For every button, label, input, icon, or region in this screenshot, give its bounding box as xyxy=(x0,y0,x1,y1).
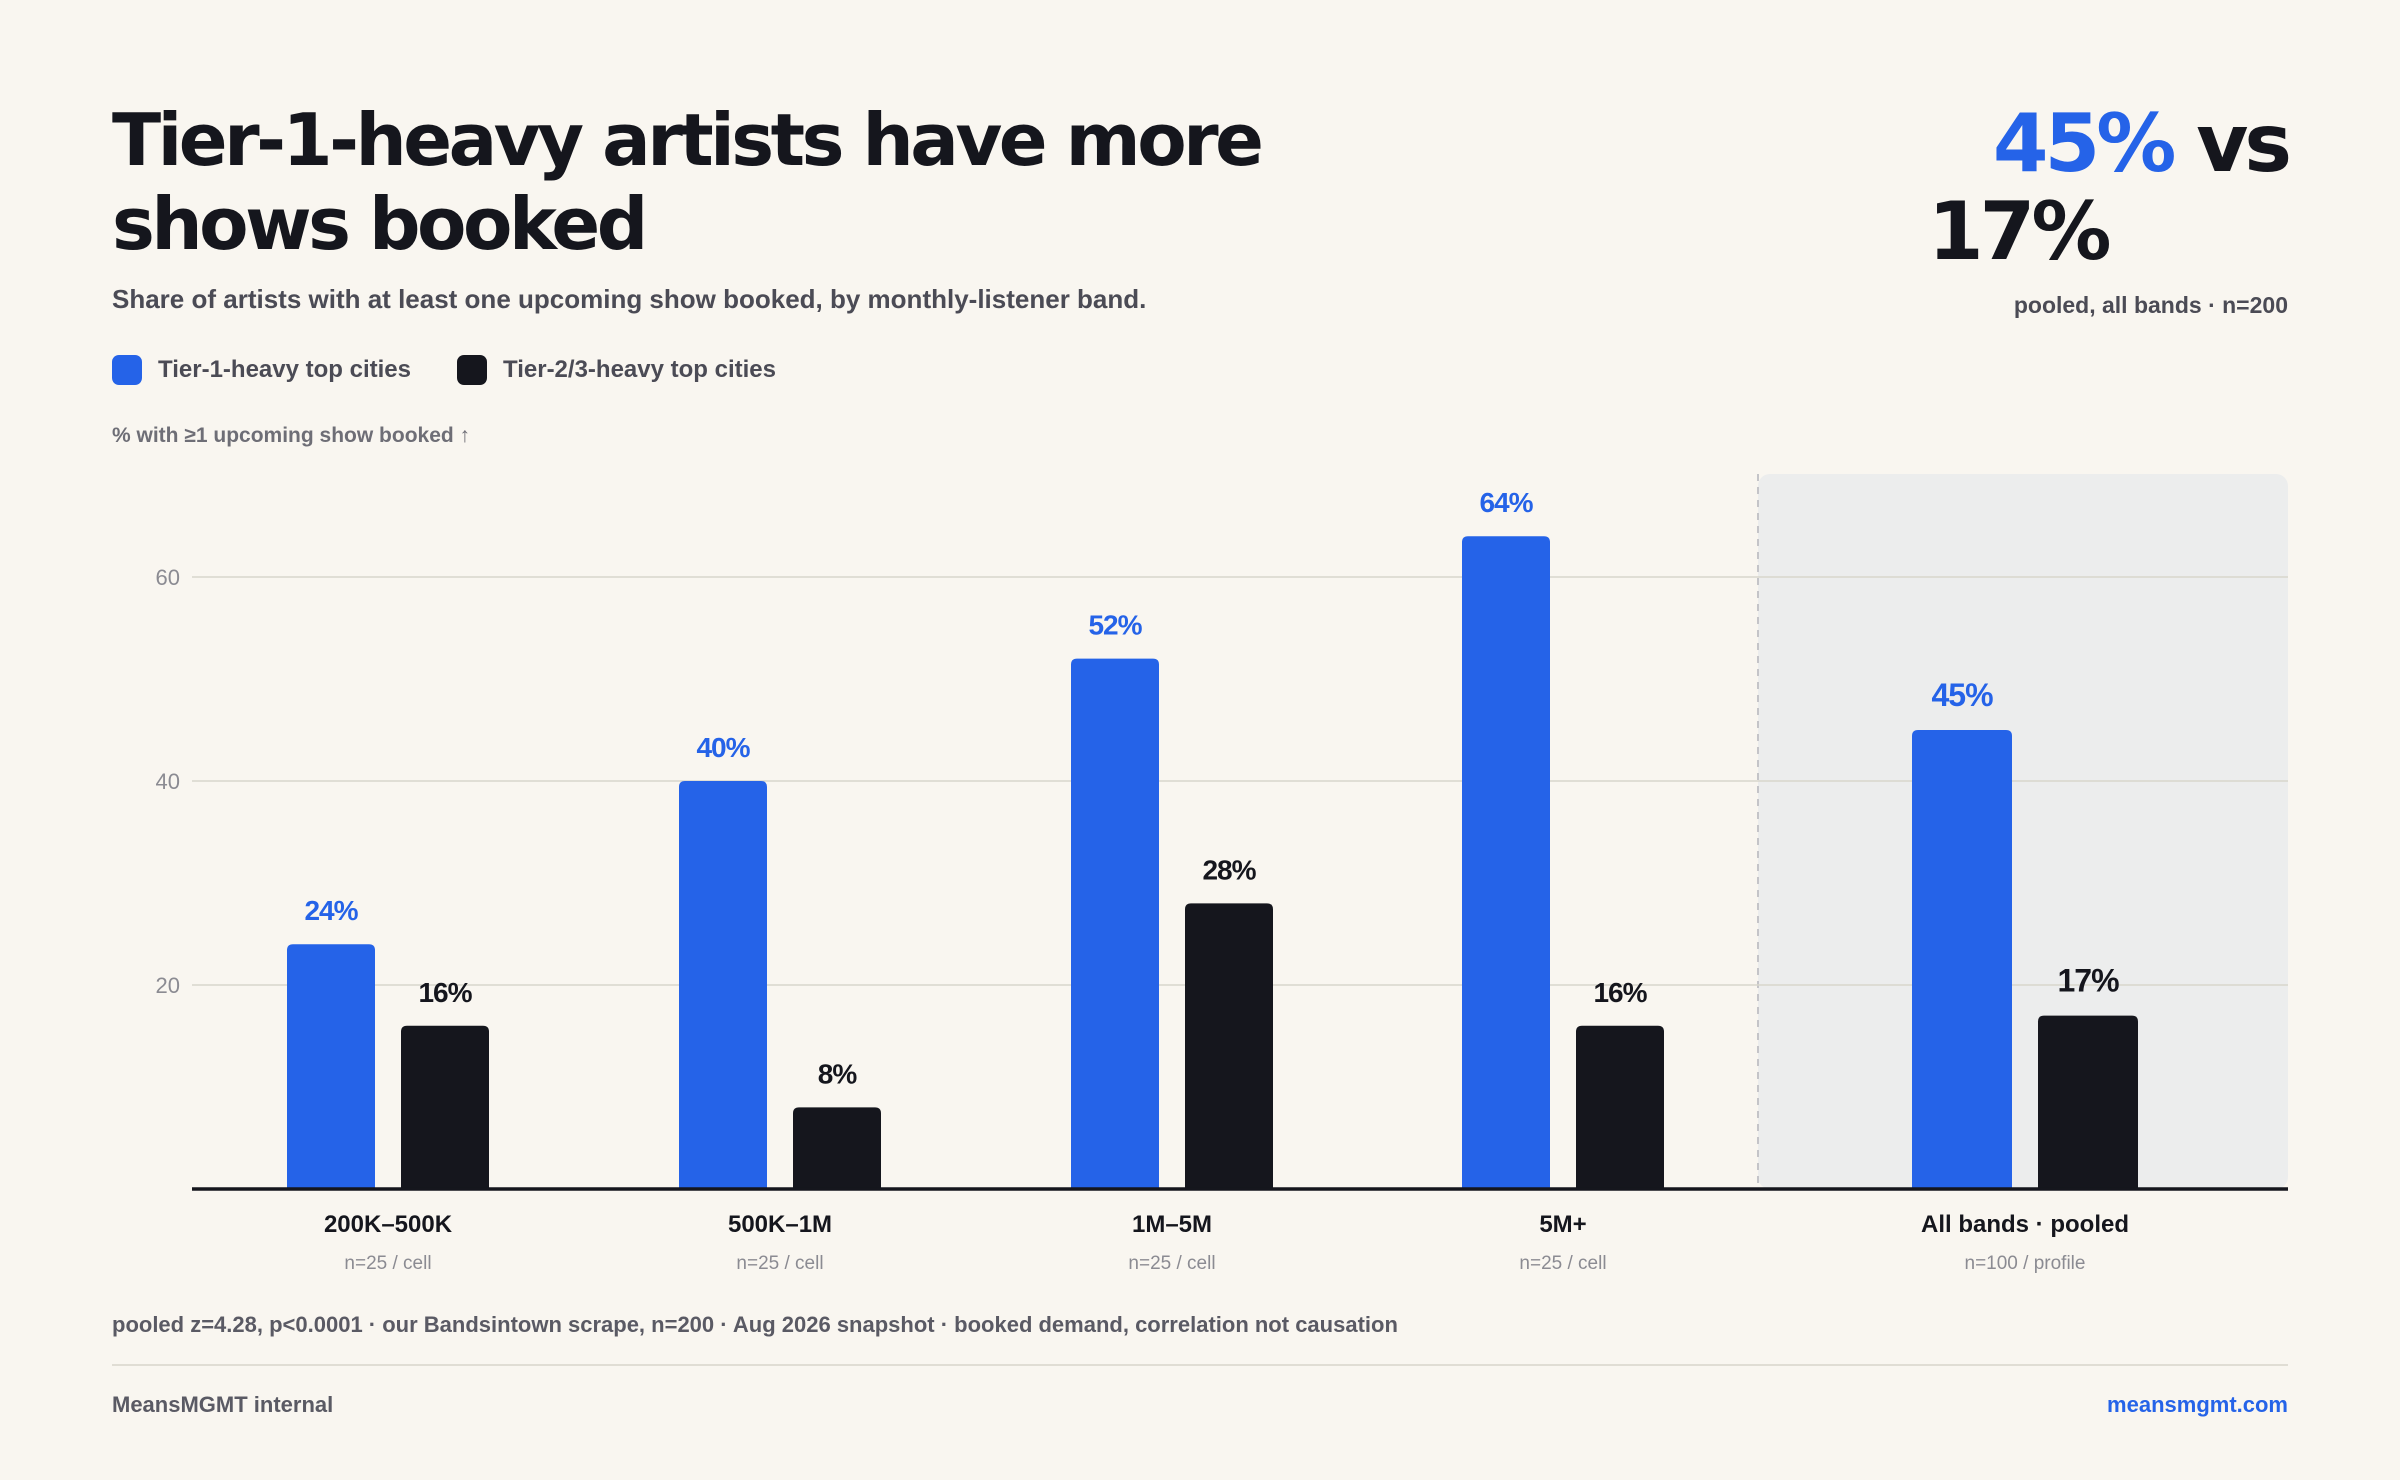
y-tick-label: 40 xyxy=(156,769,180,794)
bar-tier23 xyxy=(2038,1015,2138,1189)
bar-value-label: 16% xyxy=(418,977,472,1008)
page-title: Tier-1-heavy artists have more shows boo… xyxy=(112,98,1264,266)
footer-divider xyxy=(112,1364,2288,1366)
x-category-label: All bands · pooled xyxy=(1921,1211,2129,1238)
kpi-line-1: 45% vs xyxy=(1928,97,2292,190)
legend-label-tier1: Tier-1-heavy top cities xyxy=(158,356,411,383)
bar-tier1 xyxy=(287,944,375,1189)
legend-item-tier1: Tier-1-heavy top cities xyxy=(112,355,411,385)
bar-value-label: 24% xyxy=(304,895,358,926)
kpi-connector: vs xyxy=(2196,97,2292,190)
x-category-note: n=25 / cell xyxy=(1128,1253,1215,1274)
kpi-value-a: 45% xyxy=(1992,97,2176,190)
legend-swatch-tier1 xyxy=(112,355,142,385)
bar-value-label: 8% xyxy=(818,1058,858,1089)
brand-left: MeansMGMT internal xyxy=(112,1392,334,1417)
page-subtitle: Share of artists with at least one upcom… xyxy=(112,284,1147,314)
legend-label-tier23: Tier-2/3-heavy top cities xyxy=(502,356,776,383)
bar-value-label: 17% xyxy=(2057,963,2119,999)
kpi-note: pooled, all bands · n=200 xyxy=(2013,292,2288,318)
x-category-note: n=100 / profile xyxy=(1965,1253,2086,1274)
pooled-panel-background xyxy=(1758,474,2288,1189)
bar-tier1 xyxy=(1912,730,2012,1189)
x-category-label: 500K–1M xyxy=(728,1211,832,1238)
x-category-label: 200K–500K xyxy=(324,1211,453,1238)
bar-tier23 xyxy=(1185,903,1273,1189)
kpi-value-b: 17% xyxy=(1928,185,2111,278)
bar-value-label: 16% xyxy=(1593,977,1647,1008)
x-category-note: n=25 / cell xyxy=(1519,1253,1606,1274)
bar-value-label: 28% xyxy=(1202,854,1256,885)
x-category-note: n=25 / cell xyxy=(344,1253,431,1274)
y-axis-title: % with ≥1 upcoming show booked ↑ xyxy=(112,424,471,447)
y-tick-label: 60 xyxy=(156,565,180,590)
x-category-label: 1M–5M xyxy=(1132,1211,1212,1238)
bar-tier1 xyxy=(1071,658,1159,1189)
kpi-callout: 45% vs 17% pooled, all bands · n=200 xyxy=(1928,97,2292,319)
bar-tier23 xyxy=(401,1025,489,1189)
legend-swatch-tier23 xyxy=(456,355,487,385)
bar-tier1 xyxy=(679,781,767,1189)
bar-value-label: 40% xyxy=(696,732,750,763)
bar-tier1 xyxy=(1462,536,1550,1189)
bar-value-label: 45% xyxy=(1931,677,1993,713)
bar-chart: 20 40 60 24% 16% 200K–500K n=25 / cell 40% 8% 500… xyxy=(156,474,2288,1274)
x-category-note: n=25 / cell xyxy=(736,1253,823,1274)
bar-value-label: 52% xyxy=(1088,610,1142,641)
y-tick-label: 20 xyxy=(156,973,180,998)
brand-link[interactable]: meansmgmt.com xyxy=(2107,1392,2288,1417)
bar-tier23 xyxy=(793,1107,881,1189)
kpi-line-2: 17% xyxy=(1928,188,2288,276)
footnote: pooled z=4.28, p<0.0001 · our Bandsintow… xyxy=(112,1312,1398,1337)
bar-tier23 xyxy=(1576,1025,1664,1189)
chart-legend: Tier-1-heavy top cities Tier-2/3-heavy t… xyxy=(112,355,776,385)
x-category-label: 5M+ xyxy=(1539,1211,1586,1238)
bar-value-label: 64% xyxy=(1479,487,1533,518)
legend-item-tier23: Tier-2/3-heavy top cities xyxy=(456,355,776,385)
